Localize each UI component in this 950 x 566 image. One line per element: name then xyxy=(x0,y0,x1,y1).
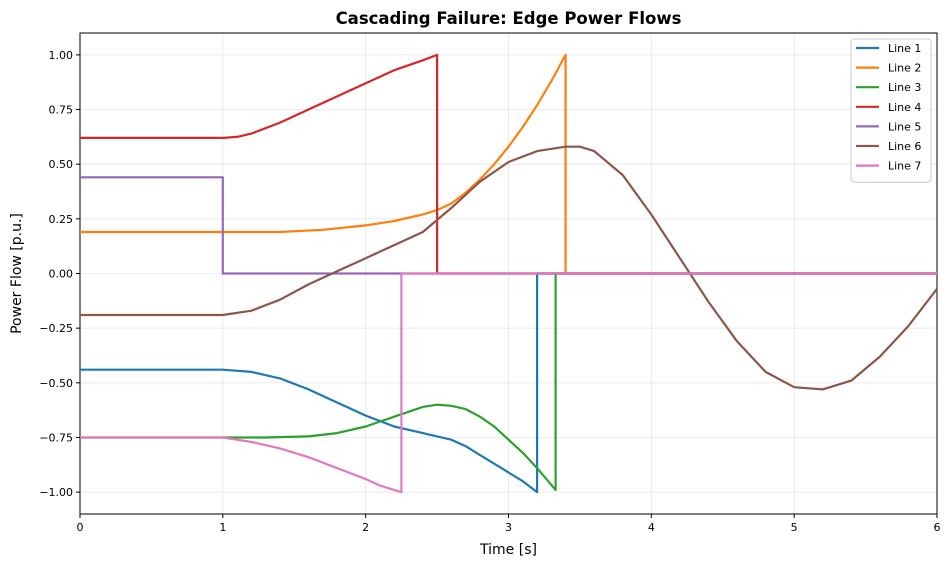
y-tick-label: −0.25 xyxy=(39,322,73,335)
legend-label: Line 6 xyxy=(888,140,921,153)
x-tick-label: 3 xyxy=(505,521,512,534)
x-tick-label: 4 xyxy=(648,521,655,534)
x-tick-label: 2 xyxy=(362,521,369,534)
x-tick-label: 0 xyxy=(77,521,84,534)
legend-label: Line 1 xyxy=(888,42,921,55)
y-tick-label: 0.25 xyxy=(49,213,74,226)
series-line-4 xyxy=(80,53,937,275)
y-tick-label: 1.00 xyxy=(49,49,74,62)
x-axis-label: Time [s] xyxy=(479,542,537,558)
y-axis-label: Power Flow [p.u.] xyxy=(9,213,25,334)
series-line-1 xyxy=(80,272,937,494)
y-tick-label: 0.75 xyxy=(49,104,74,117)
series-line-3 xyxy=(80,272,937,491)
legend-label: Line 2 xyxy=(888,62,921,75)
axis-ticks: 0 1 2 3 4 5 6 −1.00 −0.75 −0.50 −0.25 0.00 0.25 0.50 0… xyxy=(39,49,940,534)
series-line-2 xyxy=(80,53,937,275)
legend-label: Line 5 xyxy=(888,120,921,133)
y-tick-label: −0.75 xyxy=(39,431,73,444)
legend-label: Line 7 xyxy=(888,160,921,173)
legend: Line 1 Line 2 Line 3 Line 4 Line 5 Line 6 Line… xyxy=(850,38,932,183)
x-tick-label: 6 xyxy=(934,521,941,534)
series-layer xyxy=(80,53,938,494)
series-line-7 xyxy=(80,272,937,494)
y-tick-label: 0.50 xyxy=(49,158,74,171)
x-tick-label: 1 xyxy=(219,521,226,534)
y-tick-label: −1.00 xyxy=(39,486,73,499)
legend-label: Line 3 xyxy=(888,81,921,94)
x-tick-label: 5 xyxy=(791,521,798,534)
legend-label: Line 4 xyxy=(888,101,921,114)
series-line-6 xyxy=(80,145,938,391)
y-tick-label: 0.00 xyxy=(49,268,74,281)
chart-title: Cascading Failure: Edge Power Flows xyxy=(336,9,682,28)
y-tick-label: −0.50 xyxy=(39,377,73,390)
